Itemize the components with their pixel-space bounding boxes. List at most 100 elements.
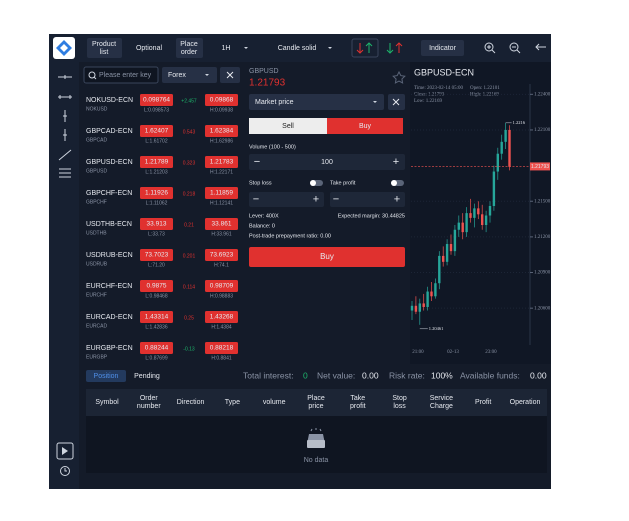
buy-button-label[interactable]: Buy [320, 252, 334, 261]
symbol-name: USDRUB [86, 261, 108, 267]
ask-box[interactable] [205, 342, 238, 354]
bid-box[interactable] [140, 156, 173, 168]
pending-tab-label[interactable]: Pending [134, 373, 160, 380]
candle-body [449, 244, 453, 252]
candle-body [418, 303, 421, 312]
buy-tab[interactable] [327, 118, 403, 134]
symbol-name: USDTHB [86, 230, 107, 236]
close-icon [392, 98, 400, 106]
clock[interactable] [60, 466, 70, 476]
tool-strip [49, 62, 79, 489]
bid-box[interactable] [140, 187, 173, 199]
candle-body [508, 129, 511, 167]
drawing-tools[interactable] [58, 75, 72, 178]
volume-input[interactable] [249, 154, 405, 170]
take-profit-input[interactable] [330, 192, 405, 207]
zoom-in[interactable] [484, 42, 496, 54]
ask-box[interactable] [205, 218, 238, 230]
expected-margin: Expected margin: 30.44825 [338, 213, 405, 219]
candle-body [477, 208, 480, 215]
take-profit-toggle[interactable] [391, 180, 404, 186]
minus[interactable]: − [253, 193, 259, 205]
no-data: No data [304, 457, 329, 464]
candle-body [442, 255, 445, 262]
sell[interactable]: Sell [282, 123, 294, 130]
change: 0.218 [183, 191, 196, 197]
ask-box[interactable] [205, 94, 238, 106]
interval[interactable]: 1H [222, 45, 231, 52]
ask-box[interactable] [205, 280, 238, 292]
order-type-select[interactable] [249, 94, 384, 110]
logo[interactable] [53, 37, 75, 59]
zoom-out[interactable] [509, 42, 521, 54]
product-list[interactable]: Product list [92, 41, 116, 56]
table-header [86, 389, 547, 416]
chart-style[interactable]: Candle solid [278, 45, 317, 52]
high: H:0.98883 [210, 293, 233, 299]
back[interactable] [535, 43, 546, 51]
ask-box[interactable] [205, 249, 238, 261]
ask-box[interactable] [205, 187, 238, 199]
order-type[interactable]: Market price [255, 99, 294, 106]
candle-body [484, 215, 488, 226]
bid-box[interactable] [140, 311, 173, 323]
bid-box[interactable] [140, 94, 173, 106]
place-order[interactable]: Place order [180, 41, 198, 56]
stop-loss-toggle[interactable] [310, 180, 323, 186]
symbol: GBPCHF-ECN [86, 190, 132, 197]
bid-box[interactable] [140, 218, 173, 230]
last-price-box [530, 162, 550, 171]
ask-box[interactable] [205, 156, 238, 168]
favorite-star[interactable] [392, 70, 406, 84]
order-arrows-button[interactable] [351, 38, 379, 58]
order-arrows[interactable] [386, 42, 403, 54]
bid-box[interactable] [140, 249, 173, 261]
last-price: 1.21793 [531, 164, 549, 170]
positions-bar [83, 366, 549, 386]
optional[interactable]: Optional [136, 45, 163, 52]
candle-body [453, 229, 457, 252]
stop-loss-input[interactable] [249, 192, 324, 207]
symbol-name: GBPCAD [86, 137, 108, 143]
plus[interactable]: + [393, 156, 399, 168]
risk-rate-label: Risk rate: [389, 370, 425, 380]
low: L:1.61702 [145, 138, 167, 144]
indicator[interactable]: Indicator [429, 45, 457, 52]
risk-rate: 100% [431, 370, 453, 380]
symbol-name: NOKUSD [86, 106, 108, 112]
bid: 33.913 [147, 221, 167, 228]
search-box[interactable] [83, 66, 159, 84]
bid: 73.7023 [145, 252, 169, 259]
y-tick-label: 1.22400 [534, 92, 551, 97]
sell-tab[interactable] [249, 118, 327, 134]
column-header: volume [263, 399, 286, 406]
plus[interactable]: + [313, 193, 319, 205]
indicator-button[interactable] [421, 40, 464, 56]
high: H:33.961 [211, 231, 232, 237]
bid-box[interactable] [140, 342, 173, 354]
ask-box[interactable] [205, 125, 238, 137]
high-label: 1.2216 [513, 120, 526, 125]
ask-box[interactable] [205, 311, 238, 323]
plus[interactable]: + [394, 193, 400, 205]
order-symbol: GBPUSD [249, 68, 279, 75]
position-tab-label[interactable]: Position [94, 373, 119, 380]
bid-box[interactable] [140, 280, 173, 292]
product-list-button[interactable] [87, 38, 122, 58]
ask: 1.21783 [210, 159, 234, 166]
place-order-button[interactable] [176, 38, 203, 58]
bid: 0.098764 [143, 97, 170, 104]
market[interactable]: Forex [168, 72, 186, 79]
volume[interactable]: 100 [321, 159, 333, 166]
bid-box[interactable] [140, 125, 173, 137]
buy-button[interactable] [249, 247, 405, 267]
position-tab[interactable] [86, 370, 126, 382]
buy-tab-label[interactable]: Buy [359, 123, 372, 130]
play[interactable] [56, 442, 74, 460]
minus[interactable]: − [333, 193, 339, 205]
market-select[interactable] [162, 67, 217, 83]
minus[interactable]: − [254, 156, 260, 168]
candle-body [445, 244, 449, 262]
candle-body [434, 283, 437, 297]
